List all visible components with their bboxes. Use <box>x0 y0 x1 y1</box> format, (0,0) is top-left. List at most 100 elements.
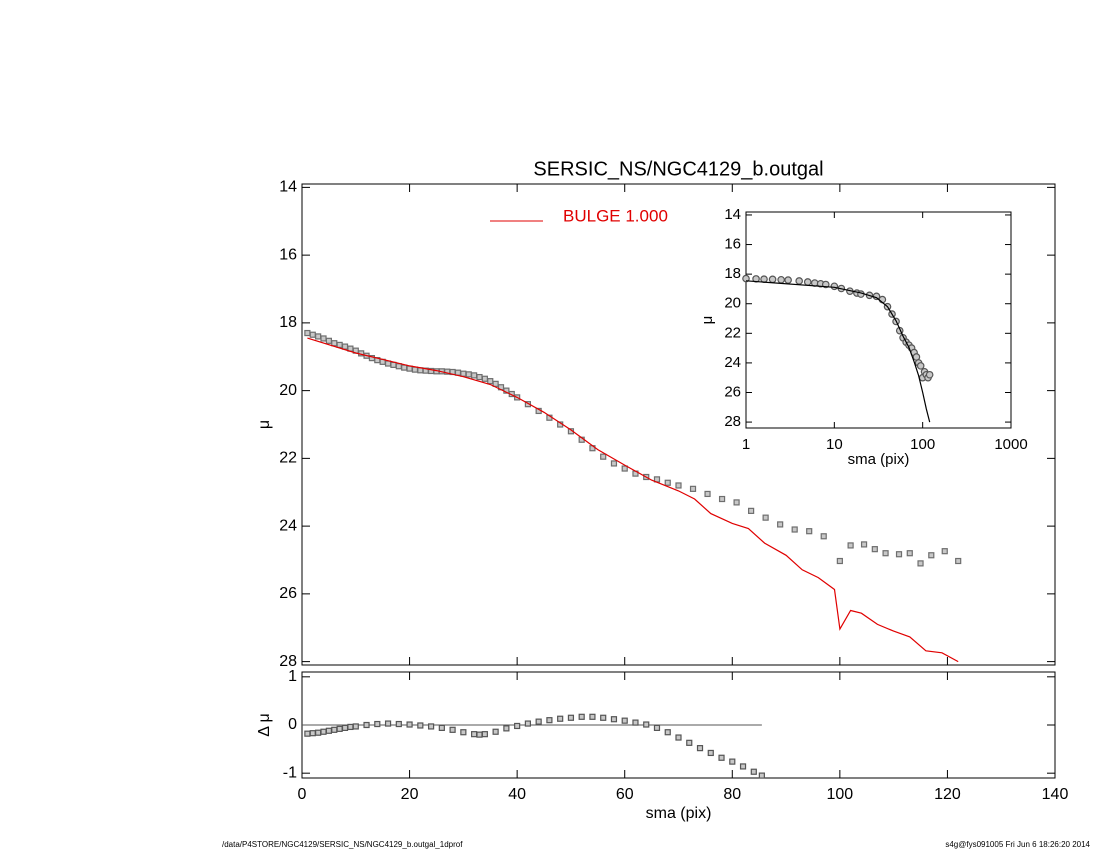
data-point <box>304 730 311 737</box>
y-tick-label: 22 <box>279 450 297 467</box>
data-point <box>791 526 798 533</box>
data-point <box>471 731 478 738</box>
data-point <box>347 723 354 731</box>
data-point <box>567 714 575 721</box>
x-tick-label: 100 <box>827 786 854 803</box>
data-point <box>675 482 682 489</box>
data-point <box>621 465 628 472</box>
data-point <box>748 507 755 514</box>
x-tick-label: 0 <box>298 786 307 803</box>
data-point <box>384 720 392 727</box>
data-point <box>803 278 812 286</box>
plot-frame <box>301 183 1056 666</box>
data-point <box>895 551 903 558</box>
data-point <box>487 378 494 385</box>
data-point <box>341 724 349 731</box>
x-tick-label: 140 <box>1042 786 1069 803</box>
data-point <box>315 729 322 736</box>
y-tick-label: 0 <box>288 716 297 733</box>
data-point <box>481 375 488 382</box>
data-point <box>928 552 935 559</box>
x-axis-label: sma (pix) <box>646 805 712 822</box>
data-point <box>806 528 813 535</box>
data-point <box>449 726 456 733</box>
data-point <box>514 722 521 730</box>
data-point <box>304 329 311 337</box>
data-point <box>352 723 359 730</box>
y-tick-label: 28 <box>724 413 741 430</box>
y-tick-label: 22 <box>724 324 741 341</box>
y-axis-label: μ <box>256 420 273 429</box>
data-point <box>331 726 338 733</box>
data-point <box>777 275 785 284</box>
data-point <box>768 275 777 284</box>
data-point <box>689 485 697 492</box>
data-point <box>384 360 392 367</box>
data-point <box>363 721 370 729</box>
footer-path: /data/P4STORE/NGC4129/SERSIC_NS/NGC4129_… <box>222 840 463 849</box>
data-point <box>718 495 726 503</box>
data-point <box>325 337 332 344</box>
data-point <box>941 548 948 555</box>
data-point <box>742 274 750 283</box>
data-point <box>653 724 661 731</box>
data-point <box>406 721 413 728</box>
data-point <box>492 380 499 387</box>
data-point <box>917 560 924 567</box>
data-point <box>729 758 736 765</box>
x-tick-label: 100 <box>910 436 935 453</box>
data-point <box>664 479 671 486</box>
data-point <box>600 714 607 721</box>
data-point <box>320 335 327 342</box>
data-point <box>524 720 532 727</box>
data-point <box>309 331 316 338</box>
data-point <box>820 533 827 540</box>
model-line <box>745 280 931 423</box>
data-point <box>476 731 483 738</box>
y-tick-label: 20 <box>279 382 297 399</box>
y-tick-label: 26 <box>279 585 297 602</box>
y-tick-label: 16 <box>724 236 741 253</box>
footer-stamp: s4g@fys091005 Fri Jun 6 18:26:20 2014 <box>945 840 1090 849</box>
data-point <box>406 365 413 372</box>
data-point <box>836 557 843 565</box>
data-point <box>707 749 714 757</box>
data-point <box>739 763 747 770</box>
panel: 14 16 18 20 22 24 26 281 10 100 1000 sma (pix) μ <box>699 206 1028 468</box>
model-line <box>307 337 959 663</box>
data-point <box>758 772 765 779</box>
y-tick-label: 18 <box>279 314 297 331</box>
y-tick-label: 14 <box>724 206 741 223</box>
data-point <box>578 713 585 720</box>
x-tick-label: 20 <box>401 786 419 803</box>
x-tick-label: 80 <box>723 786 741 803</box>
data-point <box>546 717 553 724</box>
data-point <box>871 546 878 553</box>
data-point <box>906 550 913 557</box>
y-tick-label: 24 <box>724 354 741 371</box>
data-point <box>417 722 424 729</box>
data-point <box>632 719 639 726</box>
data-point <box>718 754 725 761</box>
data-point <box>395 720 402 728</box>
y-tick-label: 24 <box>279 517 297 534</box>
data-point <box>916 362 925 370</box>
data-point <box>471 372 478 379</box>
y-tick-label: 16 <box>279 246 297 263</box>
data-point <box>696 745 704 752</box>
data-point <box>481 731 488 738</box>
x-axis-label: sma (pix) <box>848 451 910 468</box>
data-point <box>925 370 934 379</box>
data-point <box>847 542 854 549</box>
data-point <box>460 729 467 736</box>
x-tick-label: 1000 <box>994 436 1027 453</box>
data-point <box>438 724 445 731</box>
data-point <box>750 768 757 775</box>
data-point <box>589 713 596 720</box>
data-point <box>777 521 784 528</box>
data-point <box>882 550 889 557</box>
data-point <box>955 557 962 565</box>
data-point <box>600 453 607 460</box>
